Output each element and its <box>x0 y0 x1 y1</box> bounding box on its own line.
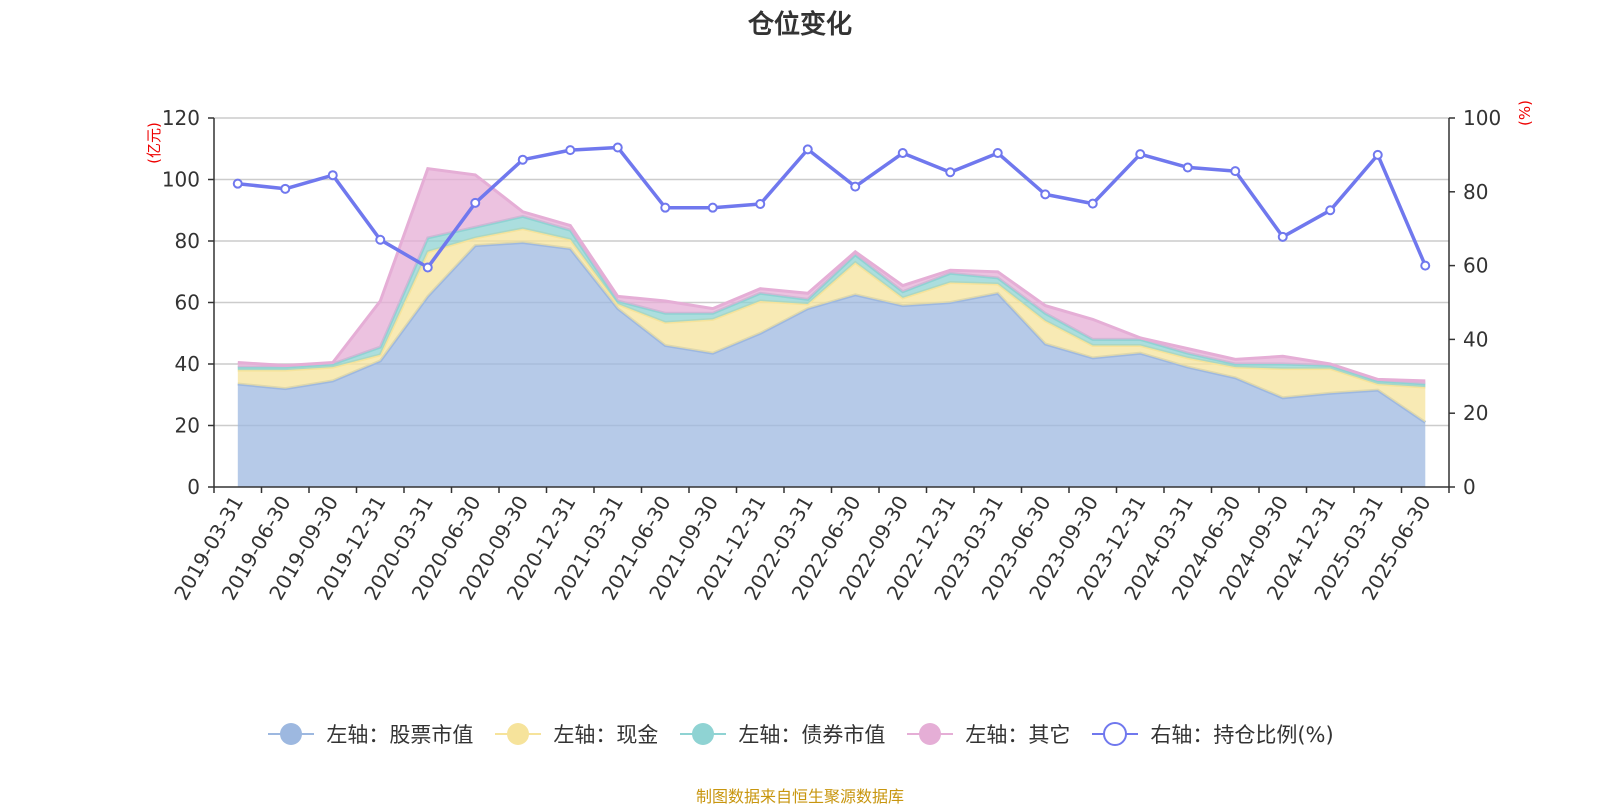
legend-item-bond[interactable]: 左轴：债券市值 <box>678 719 885 749</box>
area-edge-bond <box>237 214 1426 386</box>
ratio-line-layer <box>232 142 1431 273</box>
legend-label-bond: 左轴：债券市值 <box>738 723 886 747</box>
area-bond <box>237 216 1426 388</box>
ratio-point <box>660 202 671 213</box>
ratio-point <box>280 183 291 194</box>
ratio-point <box>1420 260 1431 271</box>
right-tick-label: 0 <box>1463 475 1476 499</box>
area-other <box>237 168 1426 384</box>
legend-ratio-marker <box>1092 722 1139 746</box>
legend-bond-marker <box>680 723 727 745</box>
legend-item-cash[interactable]: 左轴：现金 <box>493 719 658 749</box>
ratio-point <box>897 148 908 159</box>
ratio-point <box>1135 149 1146 160</box>
ratio-point <box>232 178 243 189</box>
legend-other-marker <box>907 723 954 745</box>
right-axis-unit: (%) <box>1516 100 1534 126</box>
left-axis-unit: (亿元) <box>145 122 163 164</box>
right-tick-label: 40 <box>1463 327 1488 351</box>
legend-item-ratio[interactable]: 右轴：持仓比例(%) <box>1090 719 1334 749</box>
ratio-point <box>755 198 766 209</box>
legend-label-stock: 左轴：股票市值 <box>326 723 474 747</box>
ratio-point <box>517 154 528 165</box>
area-stock <box>237 242 1426 487</box>
ratio-point <box>992 148 1003 159</box>
ratio-point <box>422 262 433 273</box>
ratio-point <box>375 234 386 245</box>
stacked-areas <box>237 167 1427 487</box>
ratio-point <box>1277 231 1288 242</box>
ratio-point <box>945 167 956 178</box>
legend-item-stock[interactable]: 左轴：股票市值 <box>266 719 473 749</box>
ratio-point <box>470 197 481 208</box>
left-tick-label: 20 <box>175 414 200 438</box>
area-edge-other <box>237 167 1426 383</box>
left-tick-label: 80 <box>175 229 200 253</box>
chart-title: 仓位变化 <box>747 10 852 40</box>
ratio-point <box>802 144 813 155</box>
right-tick-label: 20 <box>1463 401 1488 425</box>
left-tick-label: 0 <box>187 475 200 499</box>
ratio-point <box>612 142 623 153</box>
right-tick-label: 60 <box>1463 254 1488 278</box>
legend-label-other: 左轴：其它 <box>965 723 1071 747</box>
left-tick-label: 100 <box>162 168 200 192</box>
left-tick-label: 40 <box>175 352 200 376</box>
ratio-point <box>565 145 576 156</box>
legend-cash-marker <box>495 723 542 745</box>
legend: 左轴：股票市值 左轴：现金 左轴：债券市值 左轴：其它 右轴：持仓比例(%) <box>0 719 1600 749</box>
ratio-point <box>850 181 861 192</box>
ratio-point <box>1325 205 1336 216</box>
right-tick-label: 100 <box>1463 106 1501 130</box>
legend-label-ratio: 右轴：持仓比例(%) <box>1150 723 1334 747</box>
left-tick-label: 120 <box>162 106 200 130</box>
ratio-line <box>237 145 1427 270</box>
ratio-point <box>1372 149 1383 160</box>
legend-label-cash: 左轴：现金 <box>553 723 659 747</box>
source-note: 制图数据来自恒生聚源数据库 <box>695 787 904 806</box>
right-tick-label: 80 <box>1463 180 1488 204</box>
legend-item-other[interactable]: 左轴：其它 <box>905 719 1070 749</box>
ratio-point <box>327 170 338 181</box>
legend-stock-marker <box>268 723 315 745</box>
area-edge-stock <box>237 240 1427 424</box>
left-tick-label: 60 <box>175 291 200 315</box>
ratio-point <box>707 202 718 213</box>
ratio-point <box>1230 166 1241 177</box>
ratio-point <box>1182 162 1193 173</box>
ratio-point <box>1040 189 1051 200</box>
ratio-point <box>1087 198 1098 209</box>
